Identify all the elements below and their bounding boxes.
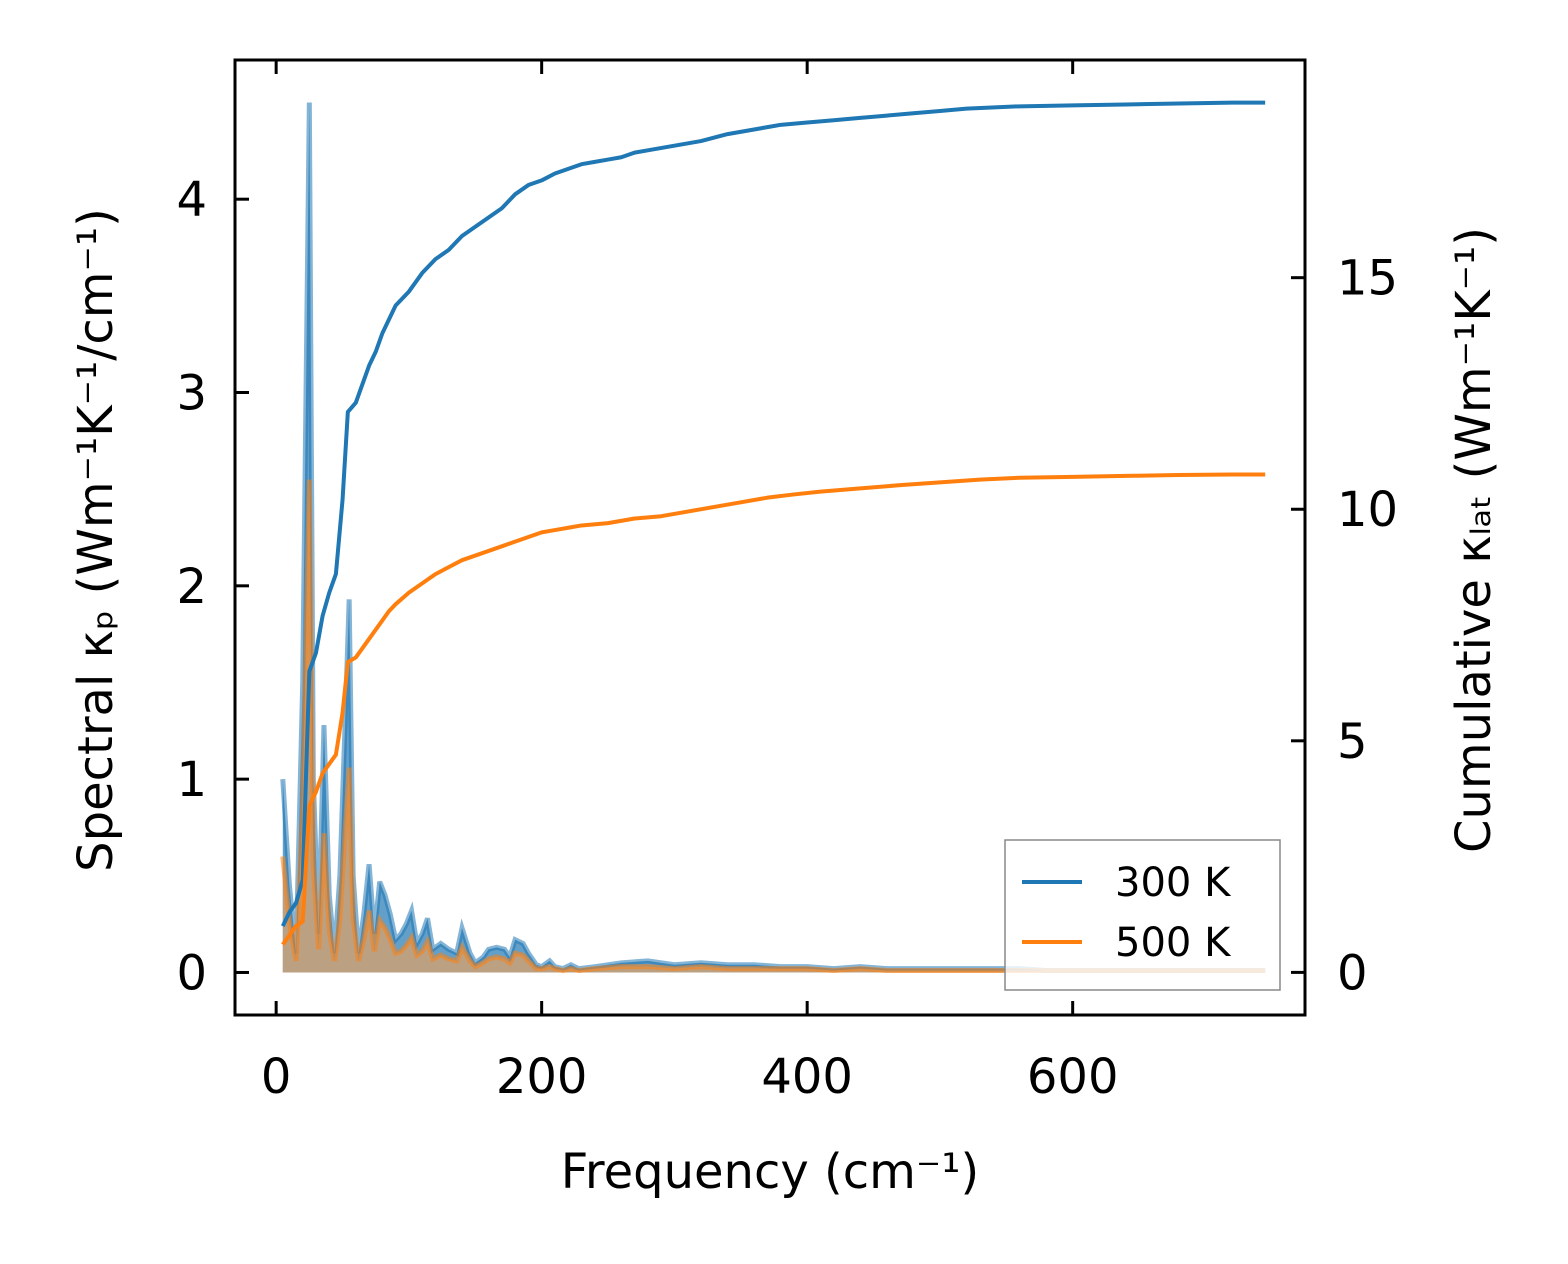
x-tick-label: 400: [761, 1049, 853, 1105]
y-right-tick-label: 10: [1337, 482, 1398, 538]
legend-label-500k: 500 K: [1115, 920, 1232, 966]
y-left-tick-label: 2: [176, 559, 207, 615]
y-left-tick-label: 4: [176, 172, 207, 228]
y-left-tick-label: 1: [176, 752, 207, 808]
legend-label-300k: 300 K: [1115, 860, 1232, 906]
y-left-tick-label: 3: [176, 366, 207, 422]
x-tick-label: 600: [1027, 1049, 1119, 1105]
series-lines: [280, 100, 1266, 946]
y-left-tick-label: 0: [176, 945, 207, 1001]
cumulative-line-500k: [281, 472, 1266, 946]
legend-box: [1004, 839, 1281, 991]
y-left-axis-label: Spectral κₚ (Wm⁻¹K⁻¹/cm⁻¹): [68, 208, 124, 872]
spectral-line-500k: [280, 479, 1266, 974]
x-axis-label: Frequency (cm⁻¹): [561, 1144, 979, 1200]
y-right-tick-label: 15: [1337, 251, 1398, 307]
y-right-tick-label: 0: [1337, 945, 1368, 1001]
cumulative-line-300k: [280, 100, 1266, 927]
y-right-axis-label: Cumulative κₗₐₜ (Wm⁻¹K⁻¹): [1446, 227, 1502, 853]
x-tick-label: 200: [496, 1049, 588, 1105]
plot-frame: [233, 58, 1307, 1017]
x-tick-label: 0: [261, 1049, 292, 1105]
y-right-tick-label: 5: [1337, 714, 1368, 770]
legend: 300 K 500 K: [1004, 839, 1281, 991]
axis-ticks: 0 200 400 600 0 1 2 3 4 0 5 10 15: [176, 60, 1398, 1105]
spectral-fills: [280, 102, 1266, 974]
